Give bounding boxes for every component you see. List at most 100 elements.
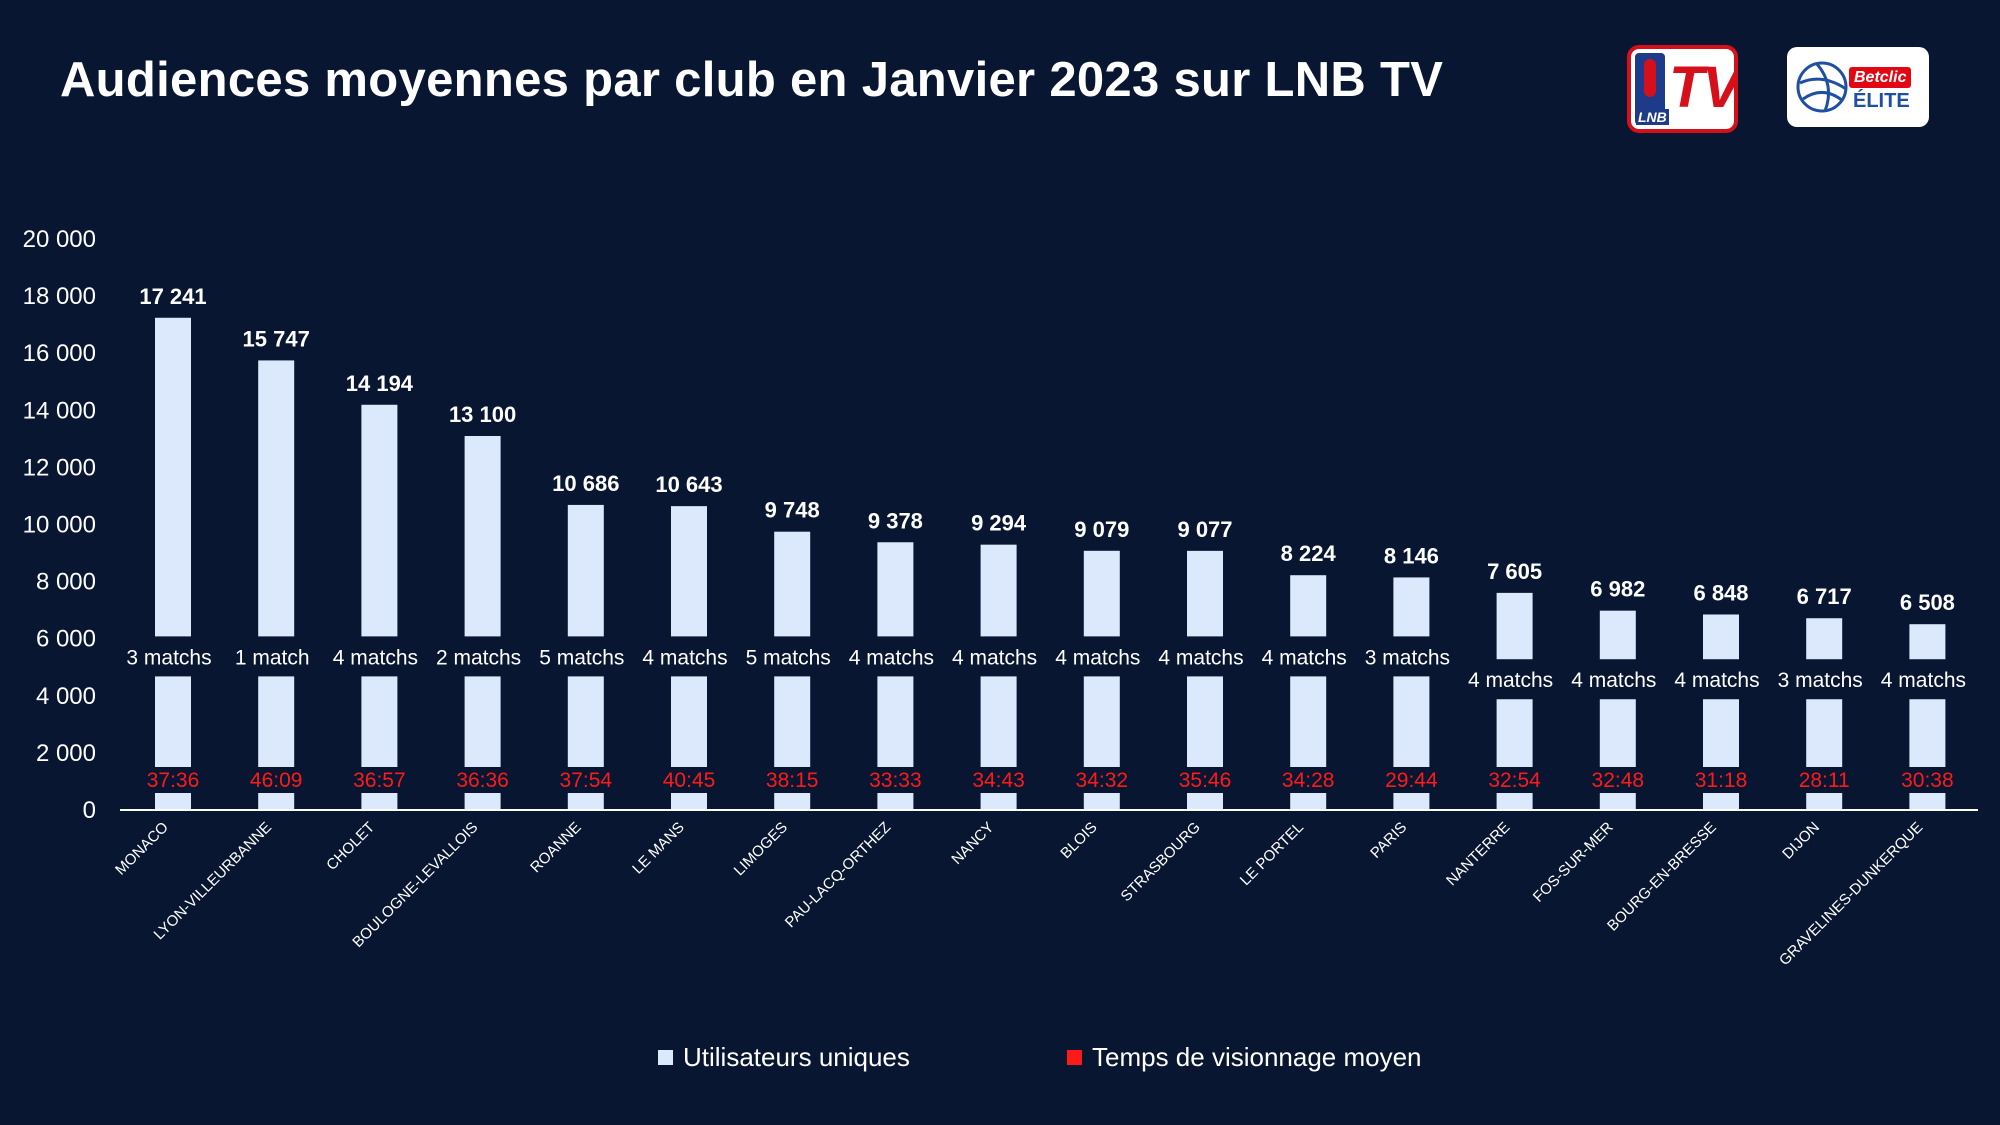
matches-gap (670, 636, 708, 677)
y-tick-label: 20 000 (23, 226, 96, 253)
time-label: 37:54 (560, 769, 613, 792)
matches-label: 4 matchs (849, 646, 934, 669)
time-gap (1598, 767, 1637, 793)
matches-label: 4 matchs (952, 646, 1037, 669)
time-gap (154, 767, 192, 793)
matches-gap (1598, 659, 1637, 700)
bar (980, 544, 1017, 810)
time-label: 36:57 (353, 769, 406, 792)
bar (464, 435, 501, 810)
bar-group: 15 747 1 match 46:09 (235, 326, 310, 810)
x-category-label: PARIS (1367, 819, 1410, 862)
x-category-label: NANCY (948, 819, 997, 868)
betclic-elite-logo: Betclic ÉLITE (1787, 47, 1929, 127)
x-category-label: DIJON (1779, 819, 1823, 863)
bar-value-label: 9 378 (868, 508, 923, 533)
x-category-label: ROANNE (527, 819, 584, 876)
betclic-brand-text: Betclic (1849, 67, 1912, 88)
time-gap (1392, 767, 1431, 793)
legend-swatch-users (658, 1050, 673, 1065)
matches-label: 3 matchs (1778, 669, 1863, 692)
y-tick-label: 16 000 (23, 340, 96, 367)
bar-group: 6 848 4 matchs 31:18 (1674, 580, 1760, 810)
bar-group: 9 378 4 matchs 33:33 (849, 508, 934, 810)
time-label: 46:09 (250, 769, 303, 792)
matches-label: 3 matchs (126, 646, 211, 669)
time-gap (773, 767, 812, 793)
y-tick-label: 4 000 (36, 683, 96, 710)
time-label: 32:48 (1592, 769, 1645, 792)
bar-group: 14 194 4 matchs 36:57 (333, 371, 418, 810)
matches-gap (979, 636, 1018, 677)
time-gap (257, 767, 296, 793)
matches-label: 5 matchs (746, 646, 831, 669)
bar-value-label: 7 605 (1487, 559, 1542, 584)
time-gap (1908, 767, 1947, 793)
time-gap (876, 767, 915, 793)
bar (361, 404, 398, 810)
legend-item-time: Temps de visionnage moyen (1067, 1042, 1422, 1073)
time-gap (1082, 767, 1121, 793)
bar-group: 8 224 4 matchs 34:28 (1262, 541, 1347, 810)
lnb-logo-text: LNB (1636, 109, 1669, 125)
matches-gap (1908, 659, 1947, 700)
matches-gap (773, 636, 812, 677)
matches-label: 4 matchs (1674, 669, 1759, 692)
lnb-tv-logo: LNB TV (1627, 45, 1738, 133)
y-axis: 0 2 000 4 000 6 000 8 000 10 000 12 000 14 000 1… (23, 226, 96, 824)
x-category-label: CHOLET (323, 819, 378, 874)
time-label: 35:46 (1179, 769, 1232, 792)
bar-value-label: 13 100 (449, 402, 516, 427)
bar-group: 8 146 3 matchs 29:44 (1365, 543, 1450, 810)
matches-gap (1289, 636, 1328, 677)
legend-label-time: Temps de visionnage moyen (1092, 1042, 1422, 1072)
bars: 17 241 3 matchs 37:36 15 747 1 match 46:09 14 … (126, 284, 1966, 810)
matches-label: 4 matchs (1571, 669, 1656, 692)
bar-group: 13 100 2 matchs 36:36 (436, 402, 521, 810)
y-tick-label: 10 000 (23, 512, 96, 539)
time-gap (1702, 767, 1740, 793)
bar-value-label: 10 643 (655, 472, 722, 497)
matches-gap (566, 636, 605, 677)
x-category-label: BOURG-EN-BRESSE (1604, 819, 1720, 935)
bar-value-label: 6 508 (1900, 590, 1955, 615)
y-tick-label: 6 000 (36, 626, 96, 653)
legend-swatch-time (1067, 1050, 1082, 1065)
time-label: 37:36 (147, 769, 200, 792)
time-gap (1495, 767, 1534, 793)
bar-group: 10 686 5 matchs 37:54 (539, 471, 624, 810)
matches-gap (360, 636, 399, 677)
y-tick-label: 8 000 (36, 569, 96, 596)
bar-value-label: 9 294 (971, 511, 1027, 536)
y-tick-label: 2 000 (36, 740, 96, 767)
tv-logo-text: TV (1669, 55, 1738, 120)
bar-group: 6 508 4 matchs 30:38 (1881, 590, 1966, 810)
matches-label: 4 matchs (642, 646, 727, 669)
time-label: 36:36 (456, 769, 509, 792)
legend-label-users: Utilisateurs uniques (683, 1042, 910, 1072)
bar-group: 9 079 4 matchs 34:32 (1055, 517, 1140, 810)
matches-label: 4 matchs (1158, 646, 1243, 669)
time-label: 30:38 (1901, 769, 1954, 792)
bar (1187, 550, 1223, 810)
time-gap (670, 767, 708, 793)
matches-gap (1392, 636, 1431, 677)
x-category-label: BLOIS (1057, 819, 1100, 862)
bar-group: 9 294 4 matchs 34:43 (952, 511, 1037, 810)
time-label: 34:32 (1076, 769, 1129, 792)
bar-value-label: 9 079 (1074, 517, 1129, 542)
matches-gap (1186, 636, 1224, 677)
bar-value-label: 8 146 (1384, 543, 1439, 568)
time-gap (1289, 767, 1328, 793)
time-gap (566, 767, 605, 793)
bar-value-label: 6 982 (1590, 577, 1645, 602)
matches-label: 4 matchs (1262, 646, 1347, 669)
matches-label: 5 matchs (539, 646, 624, 669)
y-tick-label: 0 (83, 797, 96, 824)
matches-label: 4 matchs (1881, 669, 1966, 692)
y-tick-label: 12 000 (23, 454, 96, 481)
y-tick-label: 18 000 (23, 283, 96, 310)
bar-group: 6 982 4 matchs 32:48 (1571, 577, 1656, 810)
